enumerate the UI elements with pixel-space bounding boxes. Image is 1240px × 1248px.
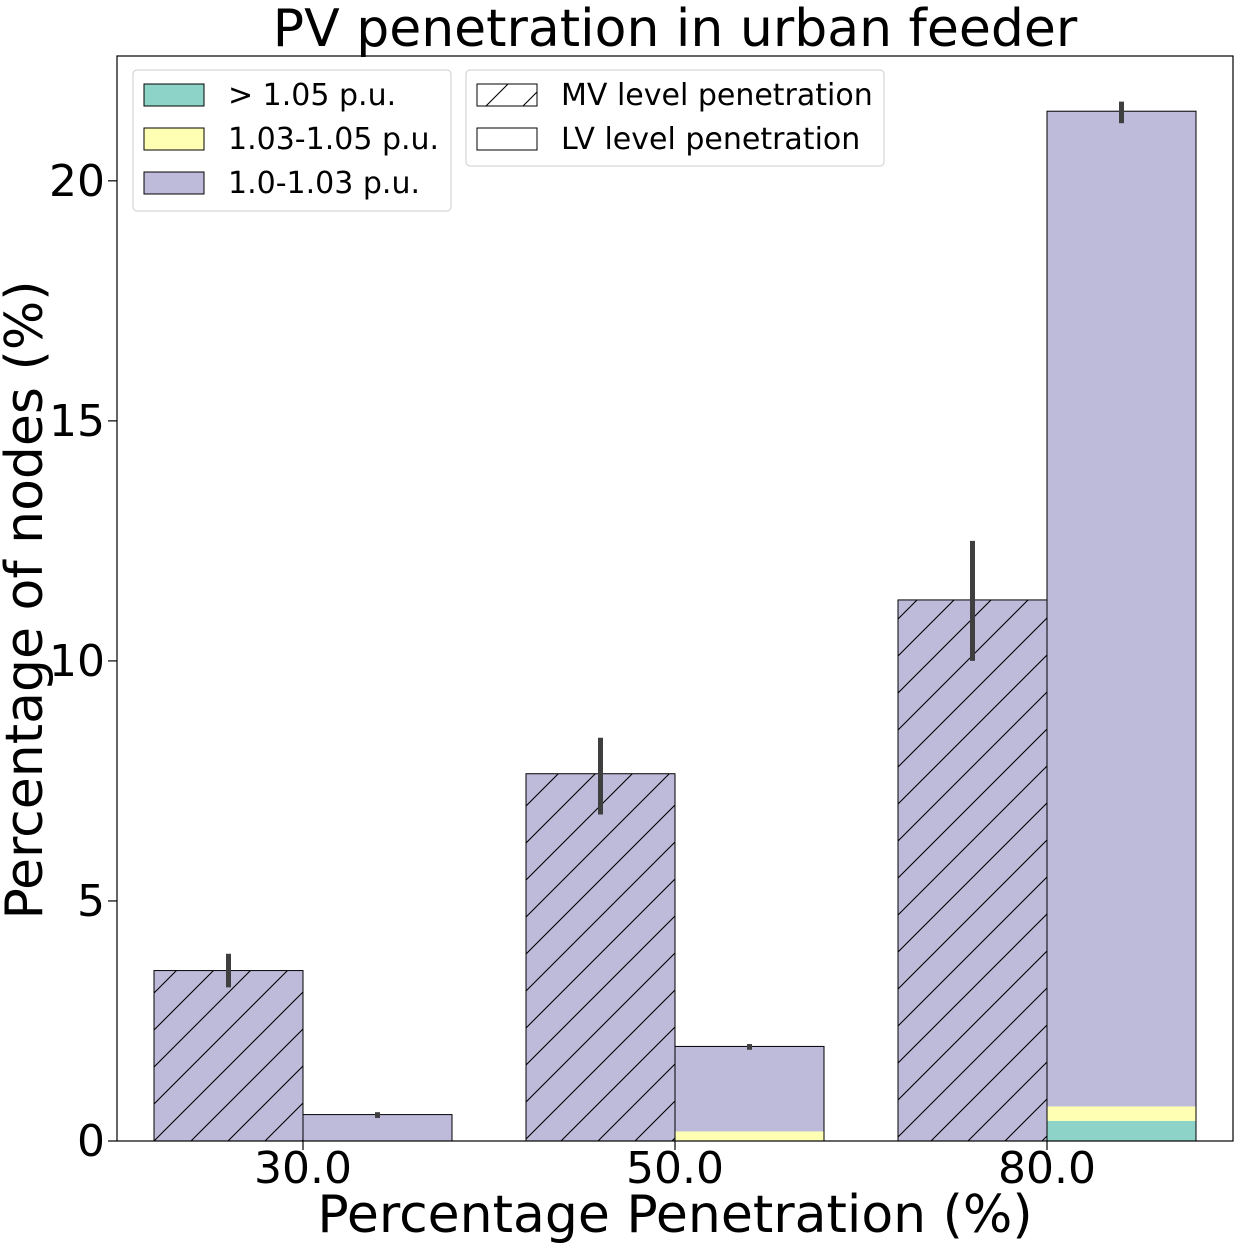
x-tick-label: 80.0 — [998, 1143, 1096, 1194]
bars-layer — [153, 110, 1197, 1142]
legend-swatch-gt105 — [143, 83, 205, 107]
bar-lv-50.0-103-105 — [675, 1131, 824, 1141]
legend-frame-hatch — [465, 69, 885, 167]
y-tick-label: 15 — [49, 396, 105, 447]
x-tick-label: 50.0 — [626, 1143, 724, 1194]
legend-label-lv: LV level penetration — [561, 122, 860, 157]
y-tick-label: 10 — [49, 636, 105, 687]
x-tick-label: 30.0 — [254, 1143, 352, 1194]
y-tick-label: 5 — [77, 876, 105, 927]
error-bars-layer — [226, 101, 1124, 1118]
bar-lv-80.0-103-105 — [1047, 1106, 1196, 1121]
x-axis-label: Percentage Penetration (%) — [317, 1185, 1032, 1245]
legend-frame — [132, 69, 452, 212]
bar-hatch-overlay — [154, 970, 303, 1141]
legend-swatch-mv — [476, 83, 538, 107]
y-axis: 0 5 10 15 20 — [49, 156, 117, 1167]
legend-swatch-lv — [476, 127, 538, 151]
chart-title: PV penetration in urban feeder — [273, 0, 1078, 59]
bar-hatch-overlay — [526, 773, 675, 1141]
y-tick-label: 0 — [77, 1116, 105, 1167]
legend-label-103-105: 1.03-1.05 p.u. — [228, 122, 439, 157]
legend-label-100-103: 1.0-1.03 p.u. — [228, 166, 420, 201]
legend-label-mv: MV level penetration — [561, 78, 873, 113]
legend-swatch-100-103 — [143, 171, 205, 195]
legend-colors: > 1.05 p.u. 1.03-1.05 p.u. 1.0-1.03 p.u. — [132, 69, 452, 212]
legend-label-gt105: > 1.05 p.u. — [228, 78, 396, 113]
bar-lv-80.0-gt105 — [1047, 1120, 1196, 1141]
legend-swatch-103-105 — [143, 127, 205, 151]
bar-hatch-overlay — [898, 599, 1047, 1141]
y-tick-label: 20 — [49, 156, 105, 207]
y-axis-label: Percentage of nodes (%) — [0, 280, 55, 919]
bar-lv-30.0-100-103 — [303, 1114, 452, 1141]
bar-lv-50.0-100-103 — [675, 1046, 824, 1132]
x-axis: 30.0 50.0 80.0 — [254, 1141, 1096, 1194]
bar-lv-80.0-100-103 — [1047, 111, 1196, 1107]
legend-hatch: MV level penetration LV level penetratio… — [465, 69, 885, 167]
